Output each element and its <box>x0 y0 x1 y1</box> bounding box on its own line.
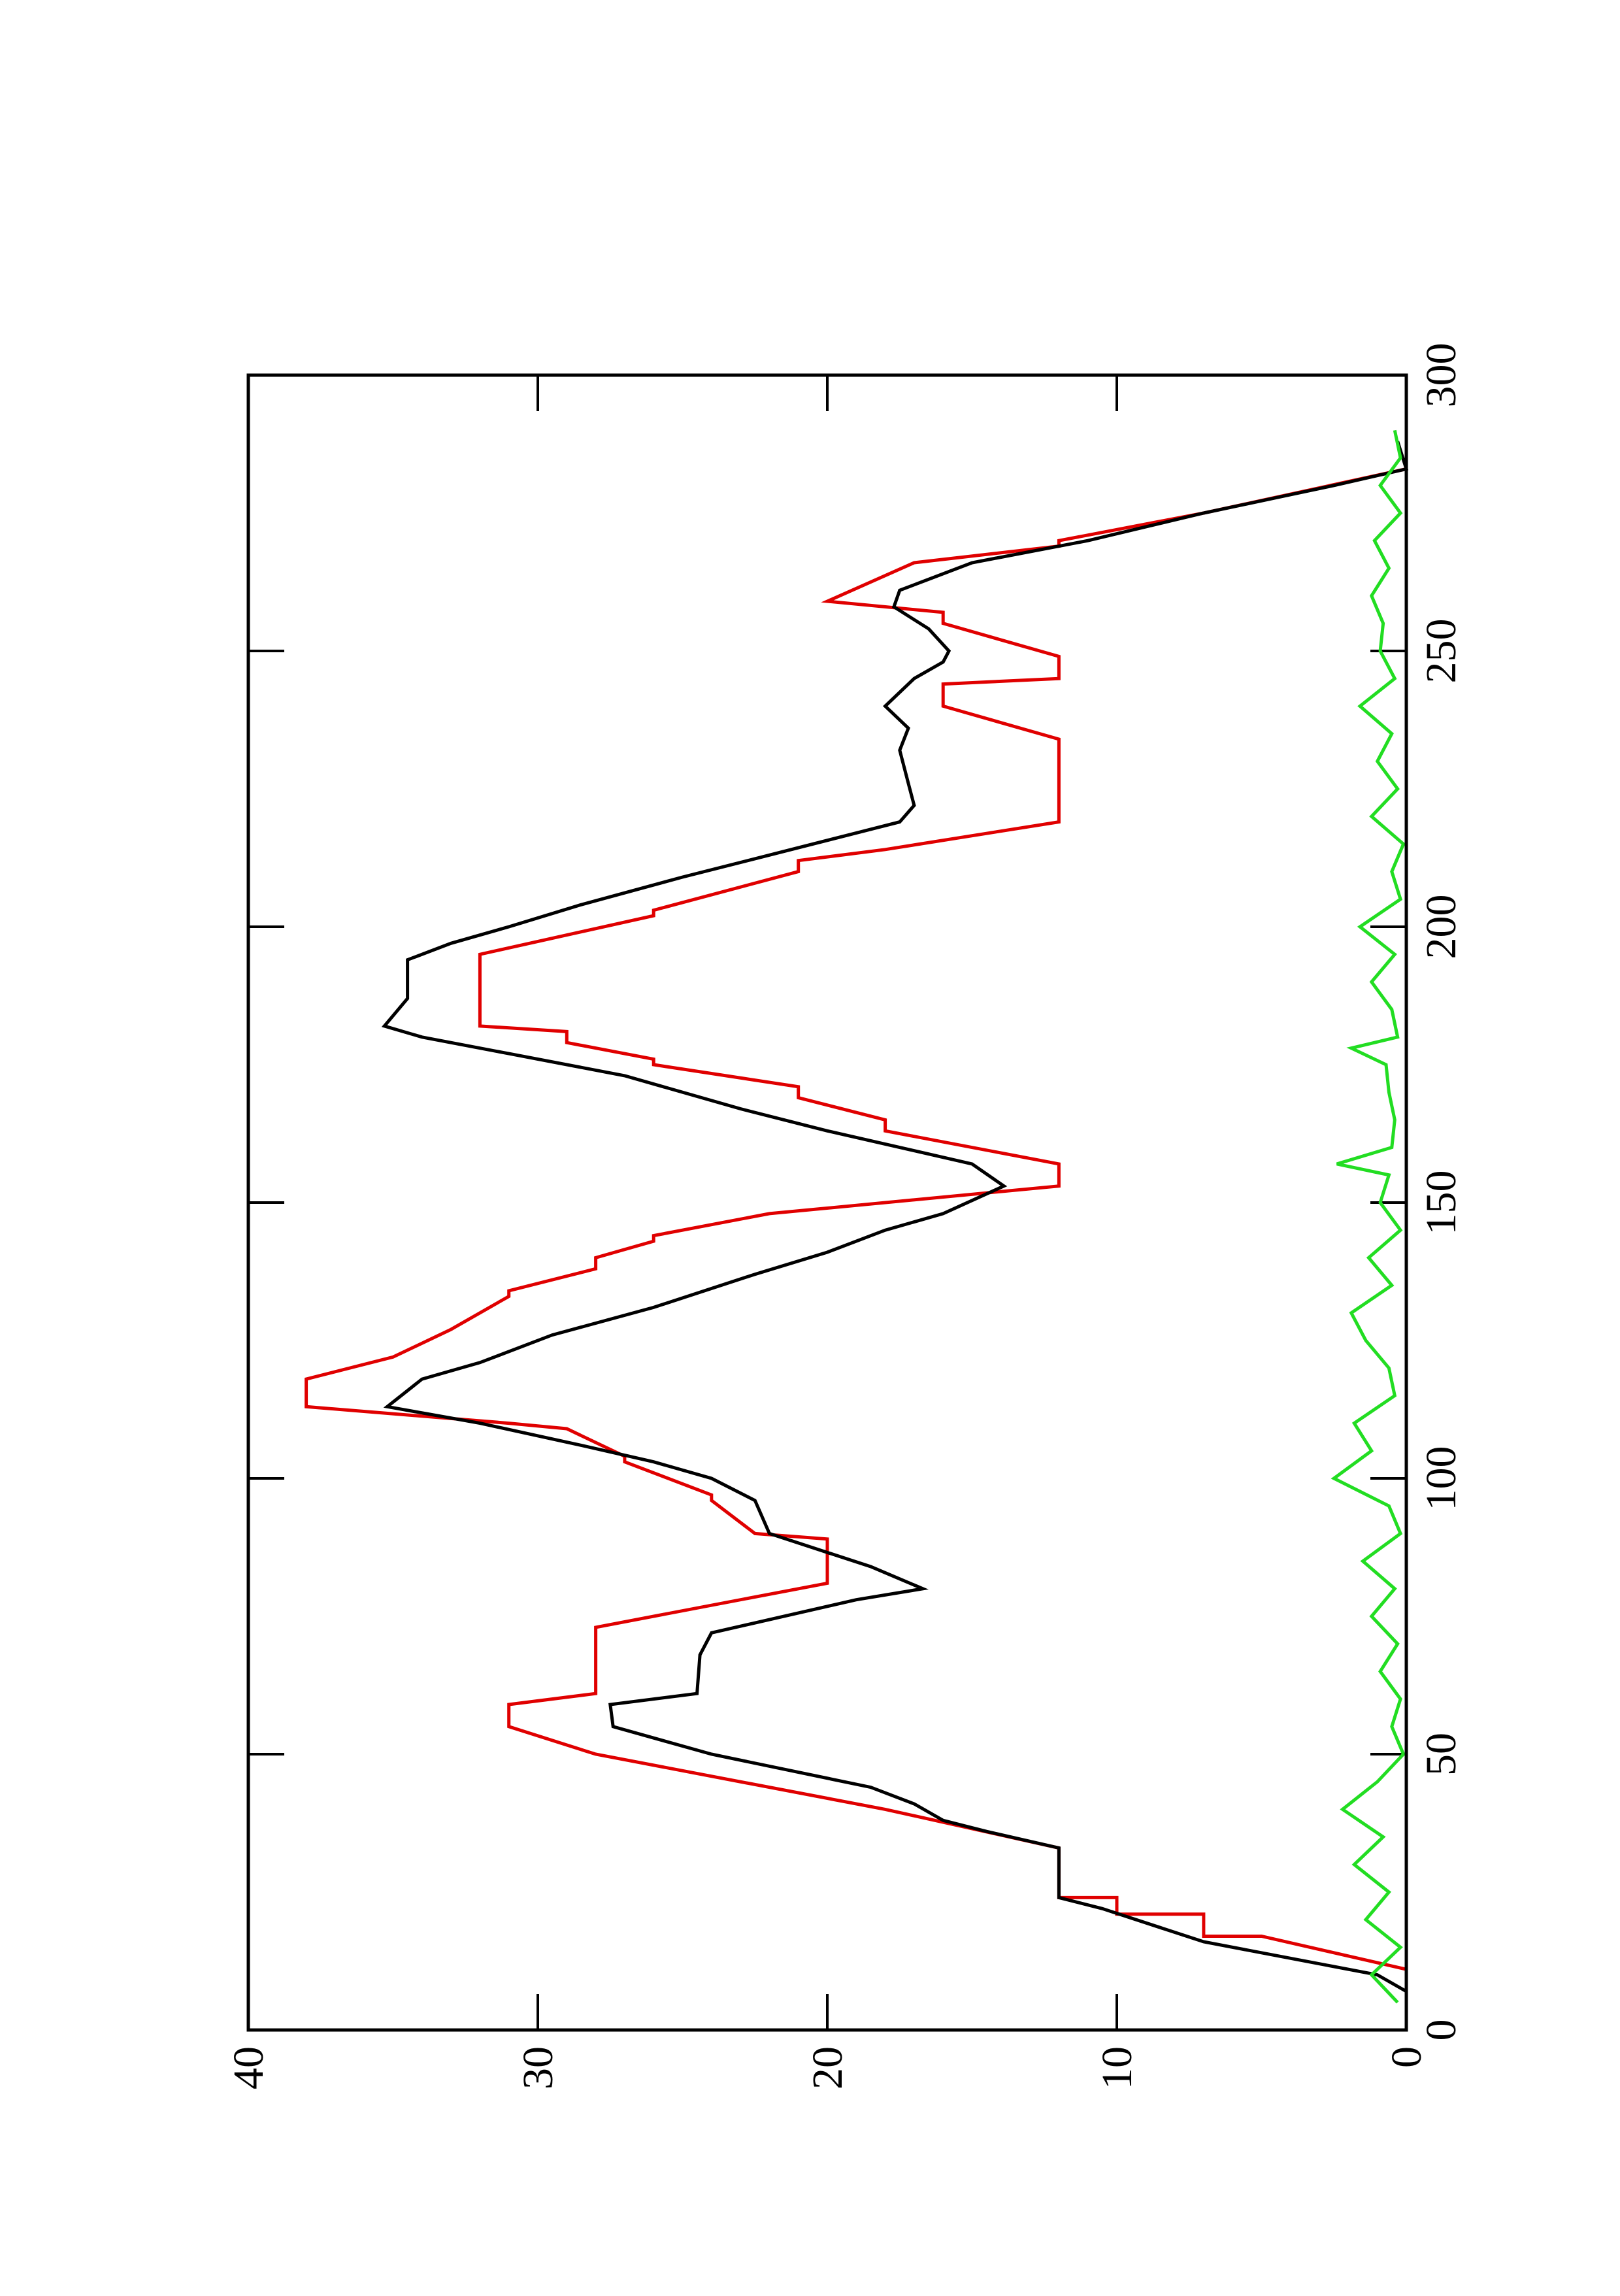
plot-area: 0 50 100 150 200 250 300 0 10 20 30 40 <box>225 343 1465 2090</box>
plot-frame <box>246 373 1408 2032</box>
y-tick-label: 20 <box>804 2046 851 2089</box>
data-line <box>1331 429 1406 2004</box>
x-tick-label: 200 <box>1417 895 1465 959</box>
y-tick-label: 30 <box>514 2046 562 2089</box>
x-tick-label: 250 <box>1417 619 1465 684</box>
x-tick-label: 150 <box>1417 1171 1465 1235</box>
data-line <box>381 441 1409 1993</box>
x-tick-label: 300 <box>1417 343 1465 408</box>
x-tick-label: 100 <box>1417 1446 1465 1511</box>
y-tick-label: 0 <box>1383 2046 1430 2068</box>
x-tick-label: 50 <box>1417 1733 1465 1776</box>
data-line <box>305 467 1407 1971</box>
x-tick-label: 0 <box>1417 2020 1465 2041</box>
y-tick-label: 40 <box>225 2046 273 2089</box>
y-tick-label: 10 <box>1093 2046 1141 2089</box>
